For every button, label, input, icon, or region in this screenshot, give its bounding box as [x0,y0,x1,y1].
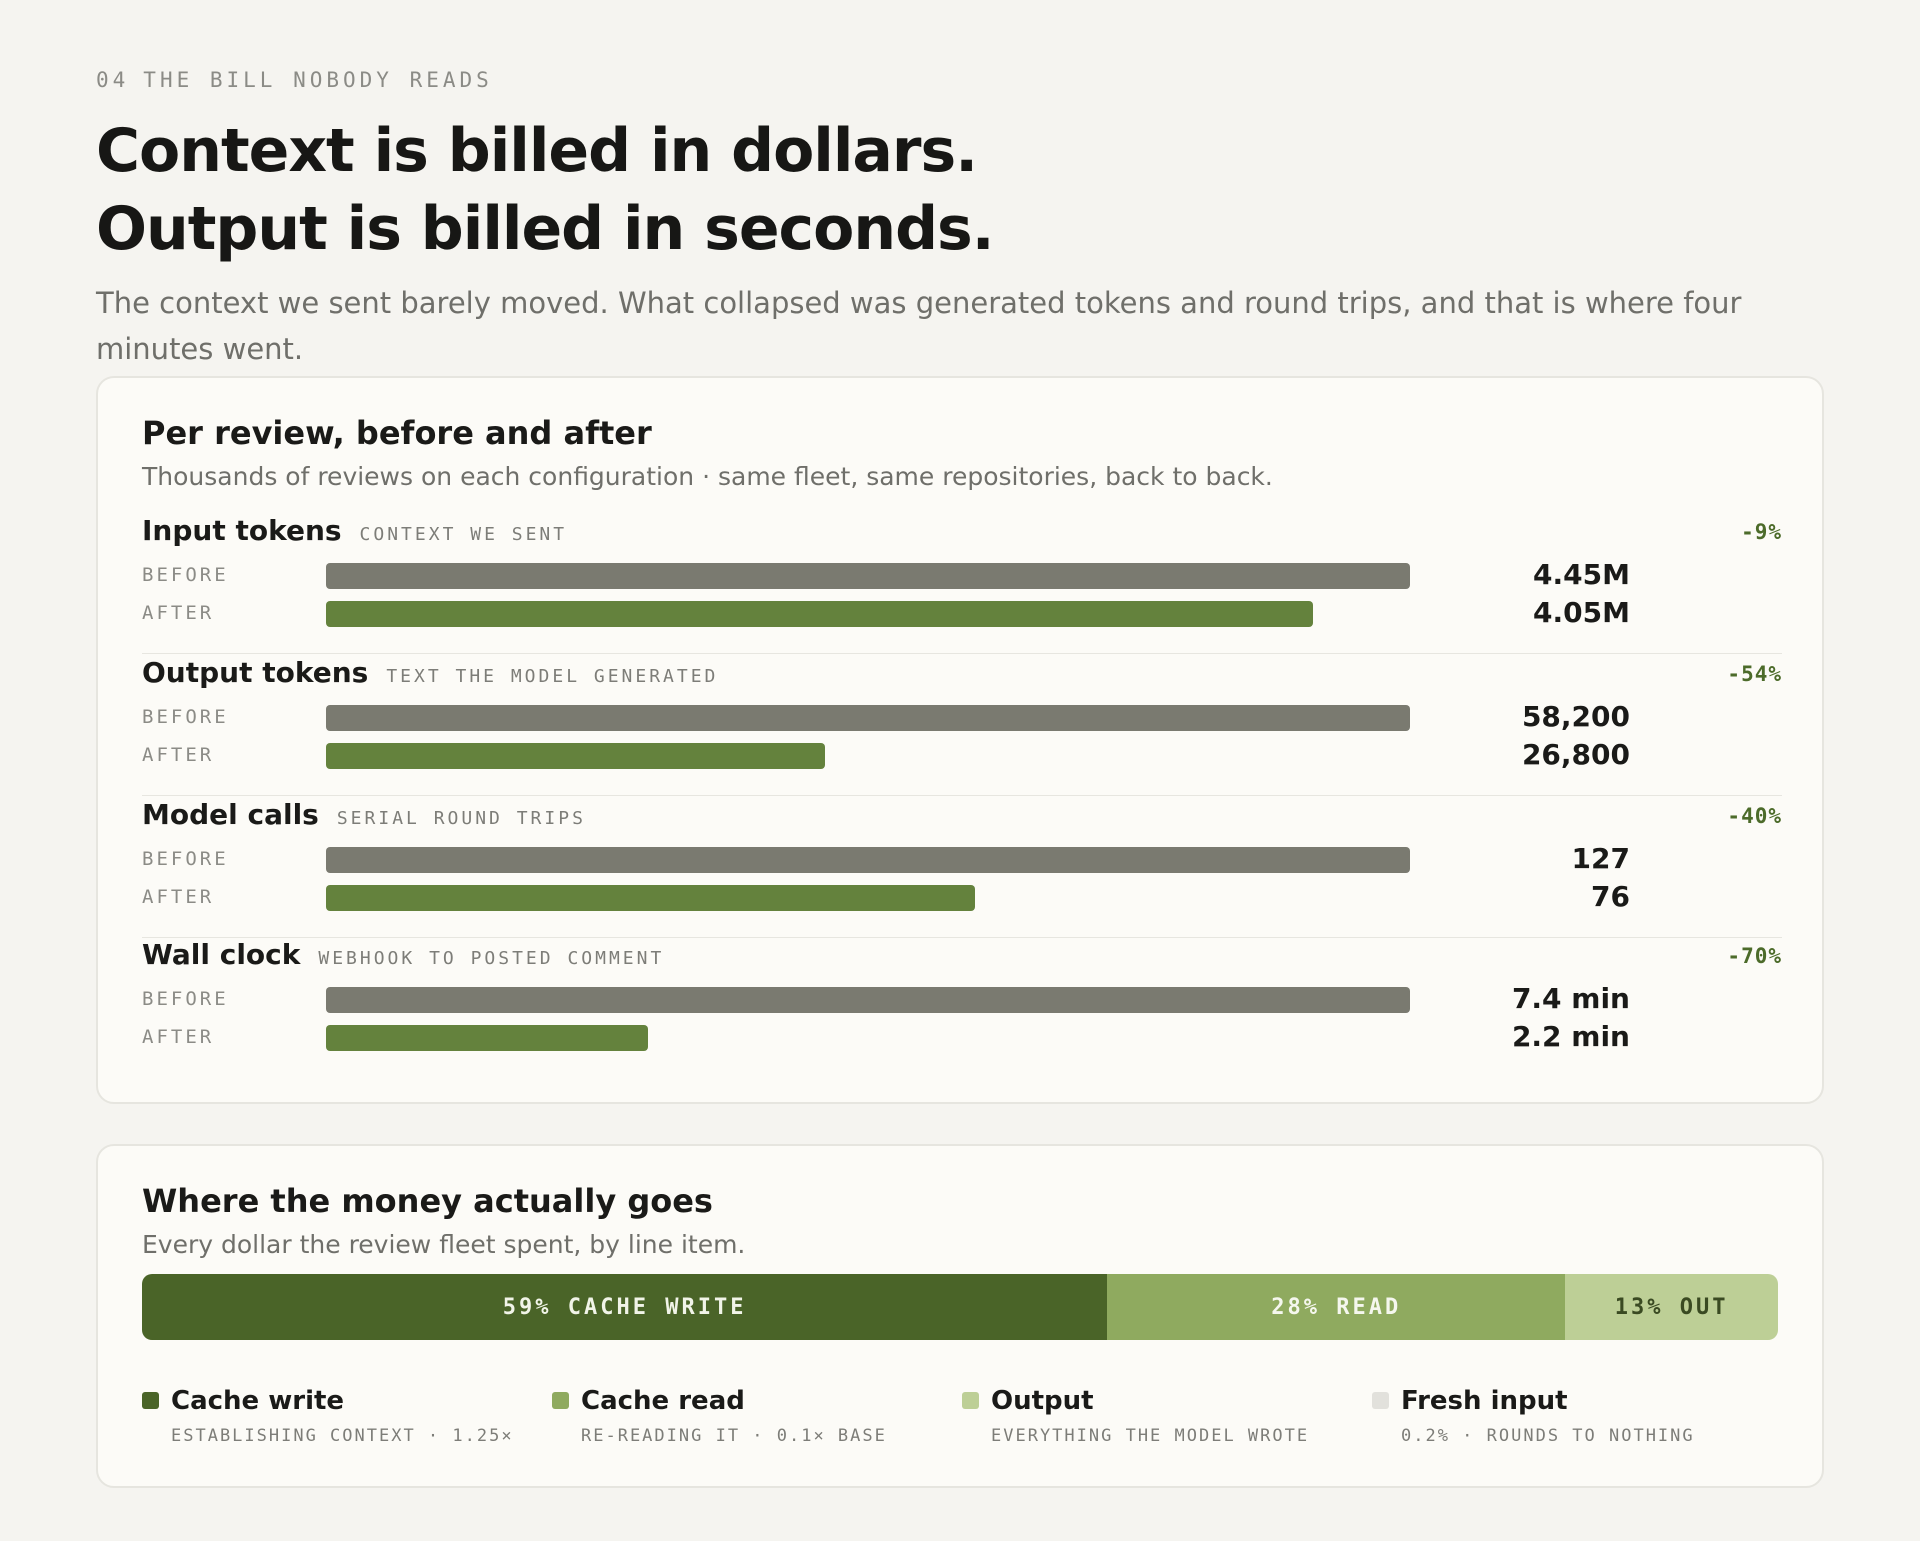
metric-delta: -40% [1727,804,1782,828]
metric-tag: SERIAL ROUND TRIPS [336,808,586,829]
before-bar [326,987,1410,1013]
after-bar [326,601,1313,627]
spend-segment: 59% CACHE WRITE [142,1274,1108,1340]
metric-row-before: BEFORE 4.45M [142,558,1782,591]
after-label: AFTER [142,602,215,624]
legend-description: RE-READING IT · 0.1× BASE [581,1426,887,1446]
legend-swatch [962,1392,979,1409]
lede-paragraph: The context we sent barely moved. What c… [96,286,1742,366]
metric-delta: -70% [1727,944,1782,968]
metric-row-after: AFTER 4.05M [142,596,1782,629]
before-value: 4.45M [1533,558,1630,591]
metric-header: Input tokens CONTEXT WE SENT [142,514,567,554]
metric-header: Model calls SERIAL ROUND TRIPS [142,798,586,838]
metric-header: Output tokens TEXT THE MODEL GENERATED [142,656,718,696]
legend-swatch [552,1392,569,1409]
section-number: 04 [96,68,130,92]
before-label: BEFORE [142,706,229,728]
metric-row-before: BEFORE 58,200 [142,700,1782,733]
section-eyebrow: 04 THE BILL NOBODY READS [96,68,493,92]
metric-group: Input tokens CONTEXT WE SENT -9% BEFORE 4.45… [142,514,1782,654]
legend-name: Cache write [171,1386,345,1416]
bar-track [326,601,1410,627]
money-subtitle: Every dollar the review fleet spent, by … [142,1230,746,1259]
before-bar [326,705,1410,731]
after-label: AFTER [142,1026,215,1048]
after-label: AFTER [142,744,215,766]
after-bar [326,743,825,769]
bar-track [326,705,1410,731]
before-value: 7.4 min [1511,982,1630,1015]
metric-group: Model calls SERIAL ROUND TRIPS -40% BEFORE 1… [142,798,1782,938]
before-value: 127 [1571,842,1630,875]
legend-swatch [142,1392,159,1409]
after-bar [326,885,975,911]
page-headline: Context is billed in dollars. Output is … [96,112,1596,268]
comparison-title: Per review, before and after [142,414,652,452]
spend-legend: Cache write ESTABLISHING CONTEXT · 1.25× C… [142,1386,1782,1446]
legend-name: Fresh input [1401,1386,1568,1416]
legend-description: 0.2% · ROUNDS TO NOTHING [1401,1426,1695,1446]
metric-delta: -9% [1741,520,1782,544]
metric-row-before: BEFORE 7.4 min [142,982,1782,1015]
legend-name: Output [991,1386,1094,1416]
legend-name: Cache read [581,1386,745,1416]
bar-track [326,847,1410,873]
metric-tag: TEXT THE MODEL GENERATED [386,666,719,687]
before-label: BEFORE [142,564,229,586]
spend-segment: 13% OUT [1565,1274,1778,1340]
metric-name: Model calls [142,798,319,831]
before-label: BEFORE [142,848,229,870]
money-card: Where the money actually goes Every doll… [96,1144,1824,1488]
metric-delta: -54% [1727,662,1782,686]
before-bar [326,847,1410,873]
comparison-subtitle: Thousands of reviews on each configurati… [142,462,1273,491]
before-bar [326,563,1410,589]
headline-line-1: Context is billed in dollars. [96,116,978,186]
metric-name: Wall clock [142,938,301,971]
comparison-card: Per review, before and after Thousands o… [96,376,1824,1104]
headline-line-2: Output is billed in seconds. [96,194,995,264]
spend-segment: 28% READ [1107,1274,1566,1340]
metric-row-after: AFTER 76 [142,880,1782,913]
after-value: 76 [1591,880,1630,913]
after-bar [326,1025,648,1051]
metric-row-after: AFTER 2.2 min [142,1020,1782,1053]
legend-description: ESTABLISHING CONTEXT · 1.25× [171,1426,514,1446]
metric-header: Wall clock WEBHOOK TO POSTED COMMENT [142,938,664,978]
after-label: AFTER [142,886,215,908]
metric-tag: WEBHOOK TO POSTED COMMENT [318,948,665,969]
before-value: 58,200 [1521,700,1630,733]
money-title: Where the money actually goes [142,1182,713,1220]
section-kicker: THE BILL NOBODY READS [143,68,493,92]
metric-group: Output tokens TEXT THE MODEL GENERATED -54… [142,656,1782,796]
after-value: 26,800 [1521,738,1630,771]
metric-group: Wall clock WEBHOOK TO POSTED COMMENT -70% B… [142,938,1782,1078]
bar-track [326,987,1410,1013]
metric-row-before: BEFORE 127 [142,842,1782,875]
before-label: BEFORE [142,988,229,1010]
metric-name: Output tokens [142,656,369,689]
after-value: 2.2 min [1511,1020,1630,1053]
bar-track [326,885,1410,911]
metric-name: Input tokens [142,514,342,547]
spend-stacked-bar: 59% CACHE WRITE 28% READ 13% OUT [142,1274,1778,1340]
after-value: 4.05M [1533,596,1630,629]
legend-swatch [1372,1392,1389,1409]
bar-track [326,563,1410,589]
bar-track [326,743,1410,769]
metric-tag: CONTEXT WE SENT [359,524,568,545]
legend-description: EVERYTHING THE MODEL WROTE [991,1426,1310,1446]
metric-row-after: AFTER 26,800 [142,738,1782,771]
bar-track [326,1025,1410,1051]
